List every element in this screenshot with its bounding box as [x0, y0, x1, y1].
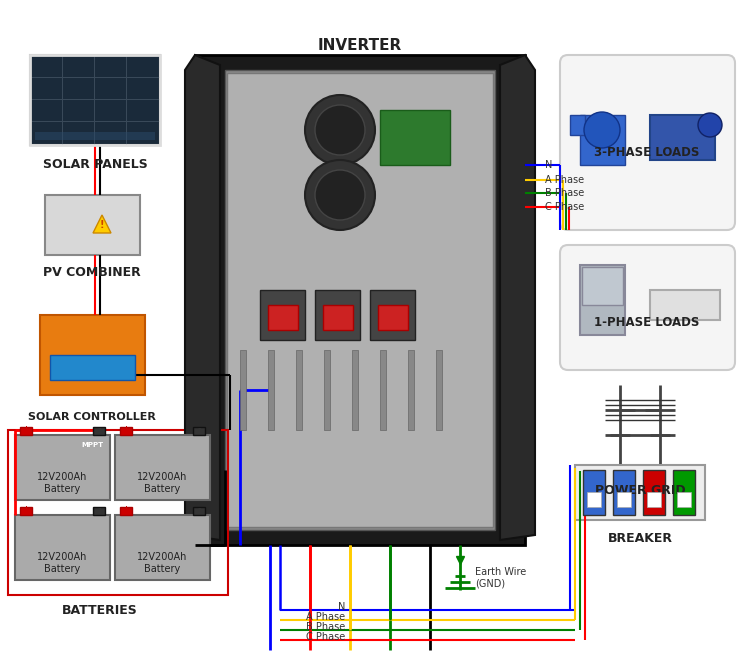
Bar — [195, 55, 525, 545]
Text: INVERTER: INVERTER — [318, 37, 402, 52]
Bar — [93, 507, 105, 515]
Bar — [227, 73, 493, 527]
Bar — [15, 515, 110, 580]
Polygon shape — [185, 55, 220, 540]
Bar — [45, 195, 140, 255]
Bar — [370, 290, 415, 340]
Text: POWER GRID: POWER GRID — [595, 483, 686, 497]
Text: -: - — [197, 424, 201, 434]
Text: !: ! — [100, 220, 104, 230]
Bar — [650, 115, 715, 160]
Bar — [408, 350, 414, 430]
Text: N: N — [338, 602, 345, 612]
Bar — [575, 465, 705, 520]
Bar — [268, 305, 298, 330]
Bar — [647, 492, 661, 507]
Bar — [677, 492, 691, 507]
Text: +: + — [122, 504, 130, 514]
Bar — [120, 427, 132, 435]
Text: N: N — [545, 160, 552, 170]
Circle shape — [698, 113, 722, 137]
FancyBboxPatch shape — [560, 245, 735, 370]
Bar — [617, 492, 631, 507]
Text: +: + — [22, 504, 29, 514]
Bar — [570, 115, 585, 135]
Bar — [40, 315, 145, 395]
Text: MPPT: MPPT — [81, 442, 103, 448]
Text: 3-PHASE LOADS: 3-PHASE LOADS — [594, 146, 700, 159]
Bar — [580, 115, 625, 165]
Bar — [115, 515, 210, 580]
Bar — [15, 435, 110, 500]
Text: Earth Wire
(GND): Earth Wire (GND) — [475, 567, 526, 589]
Bar — [650, 290, 720, 320]
Bar — [20, 427, 32, 435]
Text: BATTERIES: BATTERIES — [62, 604, 138, 617]
Text: 12V200Ah
Battery: 12V200Ah Battery — [136, 472, 188, 494]
Bar — [115, 435, 210, 500]
Bar — [315, 290, 360, 340]
Bar — [20, 507, 32, 515]
Bar — [380, 350, 386, 430]
Bar — [50, 355, 135, 380]
Bar — [193, 427, 205, 435]
Circle shape — [305, 95, 375, 165]
Bar — [296, 350, 302, 430]
Text: -: - — [98, 504, 100, 514]
Bar — [30, 55, 160, 145]
Bar — [8, 430, 228, 595]
Bar — [240, 350, 246, 430]
Bar — [673, 470, 695, 515]
Bar — [583, 470, 605, 515]
Bar — [260, 290, 305, 340]
Text: C Phase: C Phase — [545, 202, 584, 212]
Text: -: - — [197, 504, 201, 514]
FancyBboxPatch shape — [560, 55, 735, 230]
Text: 12V200Ah
Battery: 12V200Ah Battery — [37, 472, 87, 494]
Text: SOLAR PANELS: SOLAR PANELS — [43, 159, 147, 171]
Text: SOLAR CONTROLLER: SOLAR CONTROLLER — [28, 412, 156, 422]
Circle shape — [305, 160, 375, 230]
Circle shape — [315, 170, 365, 220]
Bar — [613, 470, 635, 515]
Text: A Phase: A Phase — [306, 612, 345, 622]
Text: BREAKER: BREAKER — [608, 531, 673, 544]
Bar — [324, 350, 330, 430]
Bar — [193, 507, 205, 515]
Bar — [587, 492, 601, 507]
Bar — [643, 470, 665, 515]
Text: +: + — [22, 424, 29, 434]
Bar — [580, 265, 625, 335]
Text: 12V200Ah
Battery: 12V200Ah Battery — [136, 552, 188, 574]
Bar — [30, 55, 160, 145]
Bar — [93, 427, 105, 435]
Text: PV COMBINER: PV COMBINER — [43, 266, 141, 279]
Text: 1-PHASE LOADS: 1-PHASE LOADS — [594, 316, 700, 329]
Text: 12V200Ah
Battery: 12V200Ah Battery — [37, 552, 87, 574]
Bar — [378, 305, 408, 330]
Text: -: - — [98, 424, 100, 434]
Bar — [120, 507, 132, 515]
Bar — [35, 132, 155, 140]
Bar — [582, 267, 623, 305]
Circle shape — [584, 112, 620, 148]
Bar — [323, 305, 353, 330]
Text: B Phase: B Phase — [306, 622, 345, 632]
Bar — [352, 350, 358, 430]
Bar — [268, 350, 274, 430]
Text: +: + — [122, 424, 130, 434]
Polygon shape — [93, 215, 111, 233]
Text: C Phase: C Phase — [306, 632, 345, 642]
Text: B Phase: B Phase — [545, 188, 584, 198]
Bar — [380, 110, 450, 165]
Bar — [436, 350, 442, 430]
Circle shape — [315, 105, 365, 155]
Text: A Phase: A Phase — [545, 175, 584, 185]
Polygon shape — [500, 55, 535, 540]
Bar — [225, 70, 495, 530]
